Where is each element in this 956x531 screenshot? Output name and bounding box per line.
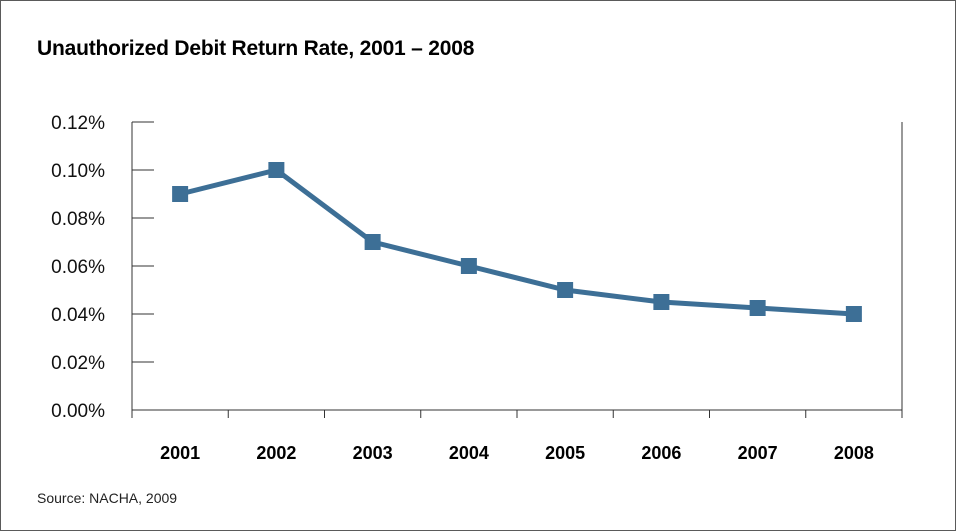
source-note: Source: NACHA, 2009 — [37, 490, 178, 506]
y-tick-label: 0.10% — [51, 161, 105, 182]
y-tick-label: 0.02% — [51, 353, 105, 374]
x-tick-label: 2008 — [834, 443, 874, 463]
x-tick-label: 2002 — [256, 443, 296, 463]
x-tick-label: 2005 — [545, 443, 585, 463]
y-tick-label: 0.00% — [51, 401, 105, 422]
x-tick-label: 2003 — [353, 443, 393, 463]
data-point-marker — [749, 300, 766, 316]
y-tick-label: 0.08% — [51, 209, 105, 230]
x-tick-label: 2007 — [738, 443, 778, 463]
x-tick-label: 2001 — [160, 443, 200, 463]
x-tick-label: 2004 — [449, 443, 489, 463]
y-tick-label: 0.06% — [51, 257, 105, 278]
x-tick-label: 2006 — [641, 443, 681, 463]
data-point-marker — [557, 282, 574, 298]
y-tick-label: 0.12% — [51, 113, 105, 134]
data-point-marker — [845, 306, 862, 322]
data-point-marker — [653, 294, 670, 310]
data-point-marker — [268, 162, 285, 178]
chart-title: Unauthorized Debit Return Rate, 2001 – 2… — [37, 37, 475, 60]
y-tick-label: 0.04% — [51, 305, 105, 326]
series-line — [177, 167, 857, 317]
data-point-marker — [460, 258, 477, 274]
data-point-marker — [172, 186, 189, 202]
data-point-marker — [364, 234, 381, 250]
